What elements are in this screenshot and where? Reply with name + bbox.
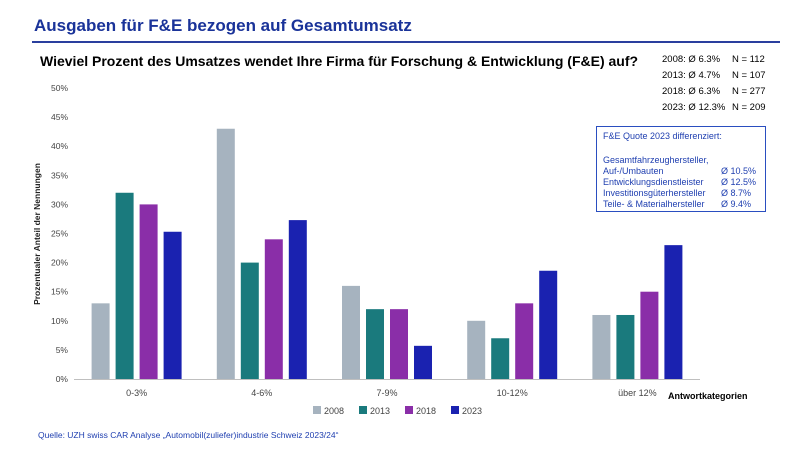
bar-2023-2 xyxy=(414,345,432,379)
y-tick-label: 45% xyxy=(51,112,68,122)
y-tick-label: 25% xyxy=(51,229,68,239)
bar-2018-4 xyxy=(640,291,659,379)
bar-2013-4 xyxy=(616,314,635,379)
y-tick-label: 15% xyxy=(51,287,68,297)
legend-label-2013: 2013 xyxy=(370,406,390,416)
y-tick-label: 30% xyxy=(51,199,68,209)
y-tick-label: 10% xyxy=(51,316,68,326)
quote-2023-box: F&E Quote 2023 differenziert: Gesamtfahr… xyxy=(596,126,766,212)
bar-2008-4 xyxy=(592,314,611,379)
stats-n: N = 107 xyxy=(732,70,766,81)
legend-label-2018: 2018 xyxy=(416,406,436,416)
source-note: Quelle: UZH swiss CAR Analyse „Automobil… xyxy=(38,430,339,440)
bar-2018-0 xyxy=(139,204,158,379)
stats-n: N = 277 xyxy=(732,86,766,97)
bar-2023-4 xyxy=(664,245,683,379)
quote-box-value: Ø 9.4% xyxy=(721,199,752,209)
y-tick-label: 35% xyxy=(51,170,68,180)
y-tick-label: 5% xyxy=(56,345,69,355)
bar-2013-2 xyxy=(366,309,384,379)
legend-swatch-2023 xyxy=(451,406,459,414)
stats-row: 2018: Ø 6.3% N = 277 xyxy=(662,84,766,100)
stats-n: N = 209 xyxy=(732,102,766,113)
quote-box-value: Ø 12.5% xyxy=(721,177,757,187)
bar-2013-1 xyxy=(240,262,259,379)
stats-label: 2018: Ø 6.3% xyxy=(662,86,721,97)
bar-2023-0 xyxy=(163,231,182,379)
bar-2018-1 xyxy=(264,239,283,379)
stats-row: 2008: Ø 6.3% N = 112 xyxy=(662,52,766,68)
bar-2008-3 xyxy=(467,320,486,379)
quote-box-value: Ø 10.5% xyxy=(721,166,757,176)
bar-2013-3 xyxy=(491,338,510,379)
quote-box-label: Teile- & Materialhersteller xyxy=(603,199,705,209)
legend-label-2023: 2023 xyxy=(462,406,482,416)
bar-2008-1 xyxy=(216,128,235,379)
stats-row: 2023: Ø 12.3% N = 209 xyxy=(662,100,766,116)
y-axis-title: Prozentualer Anteil der Nennungen xyxy=(32,163,42,305)
quote-box-label: Entwicklungsdienstleister xyxy=(603,177,704,187)
bar-2008-2 xyxy=(342,285,360,379)
stats-label: 2013: Ø 4.7% xyxy=(662,70,721,81)
chart-question: Wieviel Prozent des Umsatzes wendet Ihre… xyxy=(40,53,639,69)
bar-2018-2 xyxy=(390,309,408,379)
slide-title: Ausgaben für F&E bezogen auf Gesamtumsat… xyxy=(34,16,412,35)
bar-2013-0 xyxy=(115,192,134,379)
quote-box-title: F&E Quote 2023 differenziert: xyxy=(603,131,722,141)
stats-n: N = 112 xyxy=(732,54,765,65)
quote-box-row: Investitionsgüterhersteller Ø 8.7% xyxy=(603,188,759,199)
legend-label-2008: 2008 xyxy=(324,406,344,416)
stats-label: 2023: Ø 12.3% xyxy=(662,102,726,113)
quote-box-label: Auf-/Umbauten xyxy=(603,166,664,176)
quote-box-value: Ø 8.7% xyxy=(721,188,752,198)
sample-stats: 2008: Ø 6.3% N = 112 2013: Ø 4.7% N = 107 … xyxy=(662,52,766,116)
stats-label: 2008: Ø 6.3% xyxy=(662,54,721,65)
y-tick-label: 0% xyxy=(56,374,69,384)
legend-swatch-2013 xyxy=(359,406,367,414)
x-tick-label: 7-9% xyxy=(376,388,397,398)
title-divider xyxy=(32,41,780,43)
legend-swatch-2018 xyxy=(405,406,413,414)
y-tick-label: 50% xyxy=(51,83,68,93)
quote-box-row: Gesamtfahrzeughersteller, xyxy=(603,155,759,166)
quote-box-row: Auf-/Umbauten Ø 10.5% xyxy=(603,166,759,177)
legend-swatch-2008 xyxy=(313,406,321,414)
y-tick-label: 20% xyxy=(51,258,68,268)
x-tick-label: über 12% xyxy=(618,388,657,398)
quote-box-label: Gesamtfahrzeughersteller, xyxy=(603,155,709,165)
x-tick-label: 10-12% xyxy=(497,388,528,398)
x-axis-title: Antwortkategorien xyxy=(668,391,748,401)
bar-2018-3 xyxy=(515,303,534,379)
x-tick-label: 4-6% xyxy=(251,388,272,398)
y-tick-label: 40% xyxy=(51,141,68,151)
stats-row: 2013: Ø 4.7% N = 107 xyxy=(662,68,766,84)
bar-2023-1 xyxy=(288,220,307,379)
bar-2008-0 xyxy=(91,303,110,379)
x-tick-label: 0-3% xyxy=(126,388,147,398)
quote-box-row: Teile- & Materialhersteller Ø 9.4% xyxy=(603,199,759,210)
quote-box-row: Entwicklungsdienstleister Ø 12.5% xyxy=(603,177,759,188)
bar-2023-3 xyxy=(539,270,558,379)
quote-box-label: Investitionsgüterhersteller xyxy=(603,188,706,198)
